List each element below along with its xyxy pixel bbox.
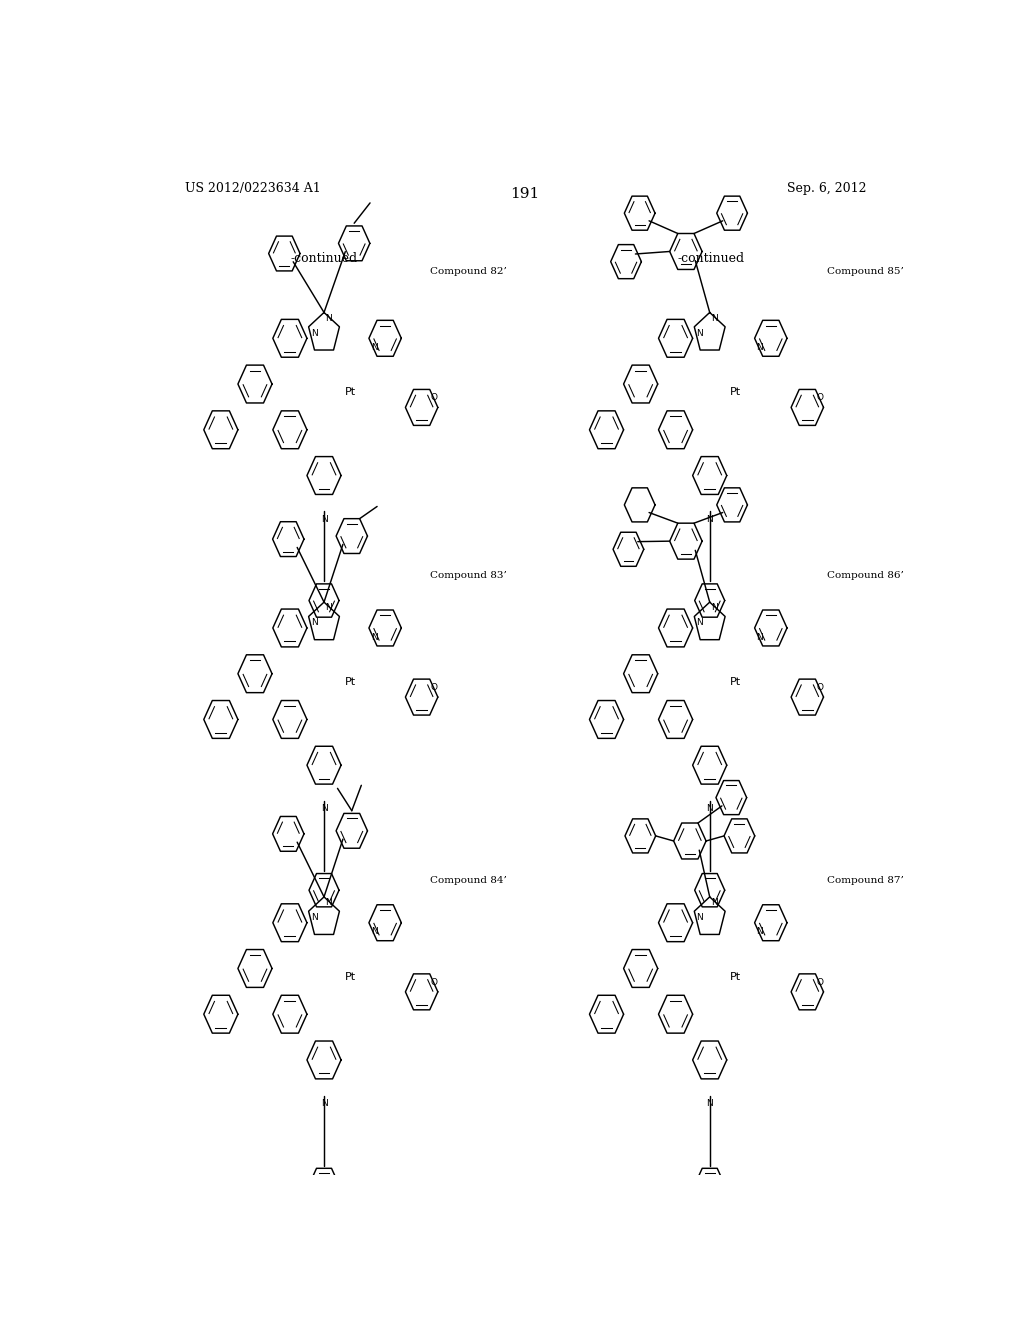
Text: N: N <box>371 343 378 352</box>
Text: N: N <box>757 343 763 352</box>
Text: N: N <box>707 1100 713 1109</box>
Text: -continued: -continued <box>291 252 357 265</box>
Text: N: N <box>321 1100 328 1109</box>
Text: -continued: -continued <box>678 252 744 265</box>
Text: Compound 87’: Compound 87’ <box>827 876 904 884</box>
Text: Compound 83’: Compound 83’ <box>430 572 507 579</box>
Text: N: N <box>696 329 703 338</box>
Text: N: N <box>707 515 713 524</box>
Text: O: O <box>816 393 823 403</box>
Text: N: N <box>311 329 317 338</box>
Text: N: N <box>757 928 763 936</box>
Text: Compound 82’: Compound 82’ <box>430 267 507 276</box>
Text: N: N <box>321 804 328 813</box>
Text: N: N <box>311 913 317 923</box>
Text: O: O <box>816 682 823 692</box>
Text: N: N <box>311 618 317 627</box>
Text: O: O <box>430 682 437 692</box>
Text: N: N <box>711 314 718 323</box>
Text: N: N <box>696 618 703 627</box>
Text: N: N <box>321 515 328 524</box>
Text: N: N <box>371 928 378 936</box>
Text: O: O <box>430 393 437 403</box>
Text: Pt: Pt <box>730 677 741 686</box>
Text: N: N <box>711 603 718 612</box>
Text: O: O <box>430 978 437 986</box>
Text: N: N <box>371 632 378 642</box>
Text: N: N <box>326 603 332 612</box>
Text: O: O <box>816 978 823 986</box>
Text: Pt: Pt <box>345 387 355 397</box>
Text: N: N <box>711 898 718 907</box>
Text: Pt: Pt <box>730 387 741 397</box>
Text: Pt: Pt <box>345 677 355 686</box>
Text: N: N <box>326 314 332 323</box>
Text: N: N <box>707 804 713 813</box>
Text: Compound 84’: Compound 84’ <box>430 876 507 884</box>
Text: 191: 191 <box>510 187 540 201</box>
Text: N: N <box>757 632 763 642</box>
Text: N: N <box>696 913 703 923</box>
Text: Pt: Pt <box>345 972 355 982</box>
Text: Compound 86’: Compound 86’ <box>827 572 904 579</box>
Text: N: N <box>326 898 332 907</box>
Text: Pt: Pt <box>730 972 741 982</box>
Text: US 2012/0223634 A1: US 2012/0223634 A1 <box>185 182 321 195</box>
Text: Sep. 6, 2012: Sep. 6, 2012 <box>786 182 866 195</box>
Text: Compound 85’: Compound 85’ <box>827 267 904 276</box>
